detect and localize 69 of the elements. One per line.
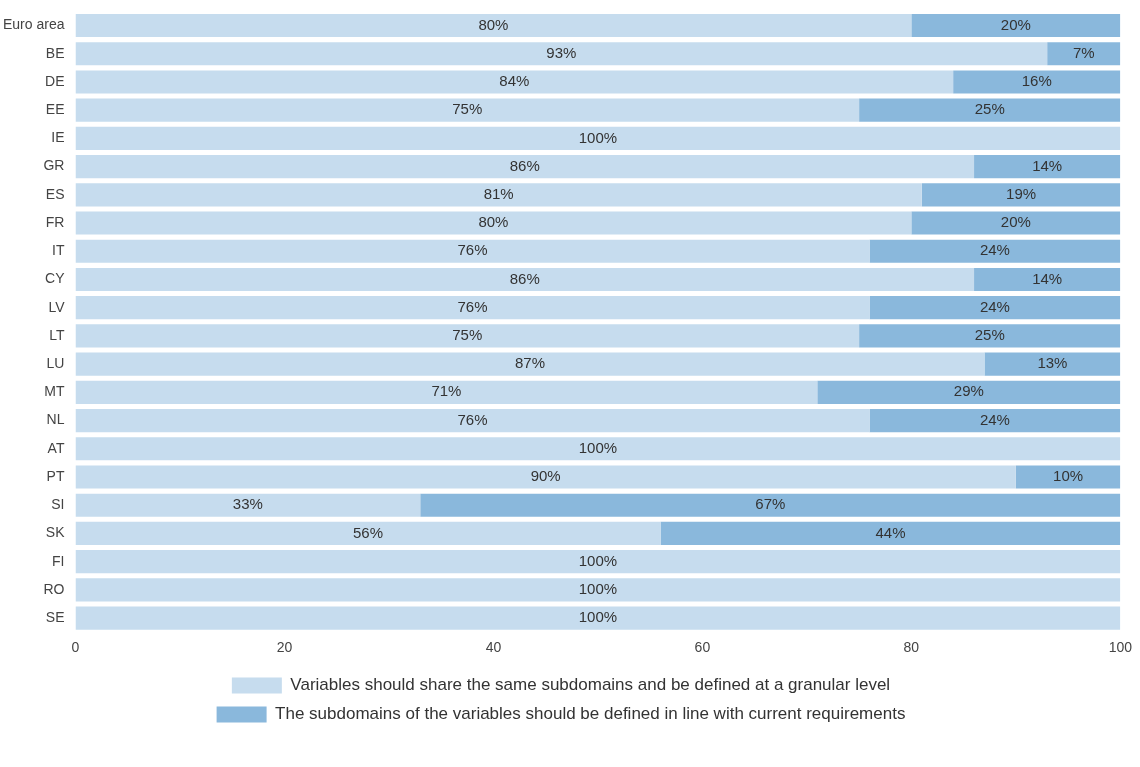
data-label: 24% [979, 241, 1010, 259]
data-label: 76% [457, 410, 488, 428]
data-label: 87% [514, 354, 545, 372]
y-tick-label: IT [52, 242, 65, 259]
data-label: 33% [232, 495, 263, 513]
data-label: 14% [1032, 156, 1063, 174]
data-label: 76% [457, 241, 488, 259]
data-label: 100% [578, 580, 618, 598]
x-tick-label: 0 [71, 639, 80, 656]
x-tick-label: 40 [485, 639, 502, 656]
data-label: 44% [875, 523, 906, 541]
data-label: 100% [578, 128, 618, 146]
data-label: 29% [953, 382, 984, 400]
data-label: 14% [1032, 269, 1063, 287]
y-tick-label: BE [45, 44, 65, 61]
data-label: 86% [509, 156, 540, 174]
y-tick-label: EE [45, 101, 65, 118]
data-label: 25% [974, 100, 1005, 118]
data-label: 10% [1053, 467, 1084, 485]
data-label: 19% [1006, 184, 1037, 202]
data-label: 93% [546, 43, 577, 61]
y-tick-label: LT [49, 326, 65, 343]
y-tick-label: RO [43, 580, 65, 597]
legend-label: The subdomains of the variables should be defined in line with current requirements [275, 704, 906, 724]
y-tick-label: FI [52, 552, 65, 569]
data-label: 56% [353, 523, 384, 541]
data-label: 80% [478, 213, 509, 231]
y-tick-label: AT [47, 439, 65, 456]
y-tick-label: IE [51, 129, 65, 146]
y-tick-label: LU [46, 354, 65, 371]
y-tick-label: SE [45, 608, 65, 625]
data-label: 71% [431, 382, 462, 400]
y-tick-label: GR [43, 157, 65, 174]
y-tick-label: Euro area [3, 16, 65, 33]
x-tick-label: 100 [1108, 639, 1133, 656]
y-tick-label: PT [46, 467, 65, 484]
y-tick-label: DE [45, 72, 65, 89]
data-label: 20% [1000, 15, 1031, 33]
data-label: 13% [1037, 354, 1068, 372]
data-label: 100% [578, 551, 618, 569]
data-label: 75% [452, 326, 483, 344]
data-label: 24% [979, 410, 1010, 428]
data-label: 90% [530, 467, 561, 485]
data-label: 100% [578, 438, 618, 456]
y-tick-label: SK [45, 524, 66, 541]
x-tick-label: 20 [276, 639, 293, 656]
y-tick-label: SI [51, 496, 65, 513]
y-tick-label: MT [44, 383, 65, 400]
data-label: 67% [755, 495, 786, 513]
x-tick-label: 60 [694, 639, 711, 656]
data-label: 86% [509, 269, 540, 287]
data-label: 81% [483, 184, 514, 202]
legend-label: Variables should share the same subdomains and be defined at a granular level [290, 675, 891, 695]
y-tick-label: NL [46, 411, 65, 428]
data-label: 75% [452, 100, 483, 118]
y-tick-label: CY [45, 270, 66, 287]
data-label: 100% [578, 608, 618, 626]
data-label: 7% [1072, 43, 1095, 61]
data-label: 20% [1000, 213, 1031, 231]
data-label: 16% [1021, 72, 1052, 90]
data-label: 84% [499, 72, 530, 90]
data-label: 76% [457, 297, 488, 315]
y-tick-label: ES [45, 185, 65, 202]
y-tick-label: FR [45, 213, 65, 230]
data-label: 25% [974, 326, 1005, 344]
y-tick-label: LV [48, 298, 66, 315]
data-label: 80% [478, 15, 509, 33]
x-tick-label: 80 [903, 639, 920, 656]
data-label: 24% [979, 297, 1010, 315]
